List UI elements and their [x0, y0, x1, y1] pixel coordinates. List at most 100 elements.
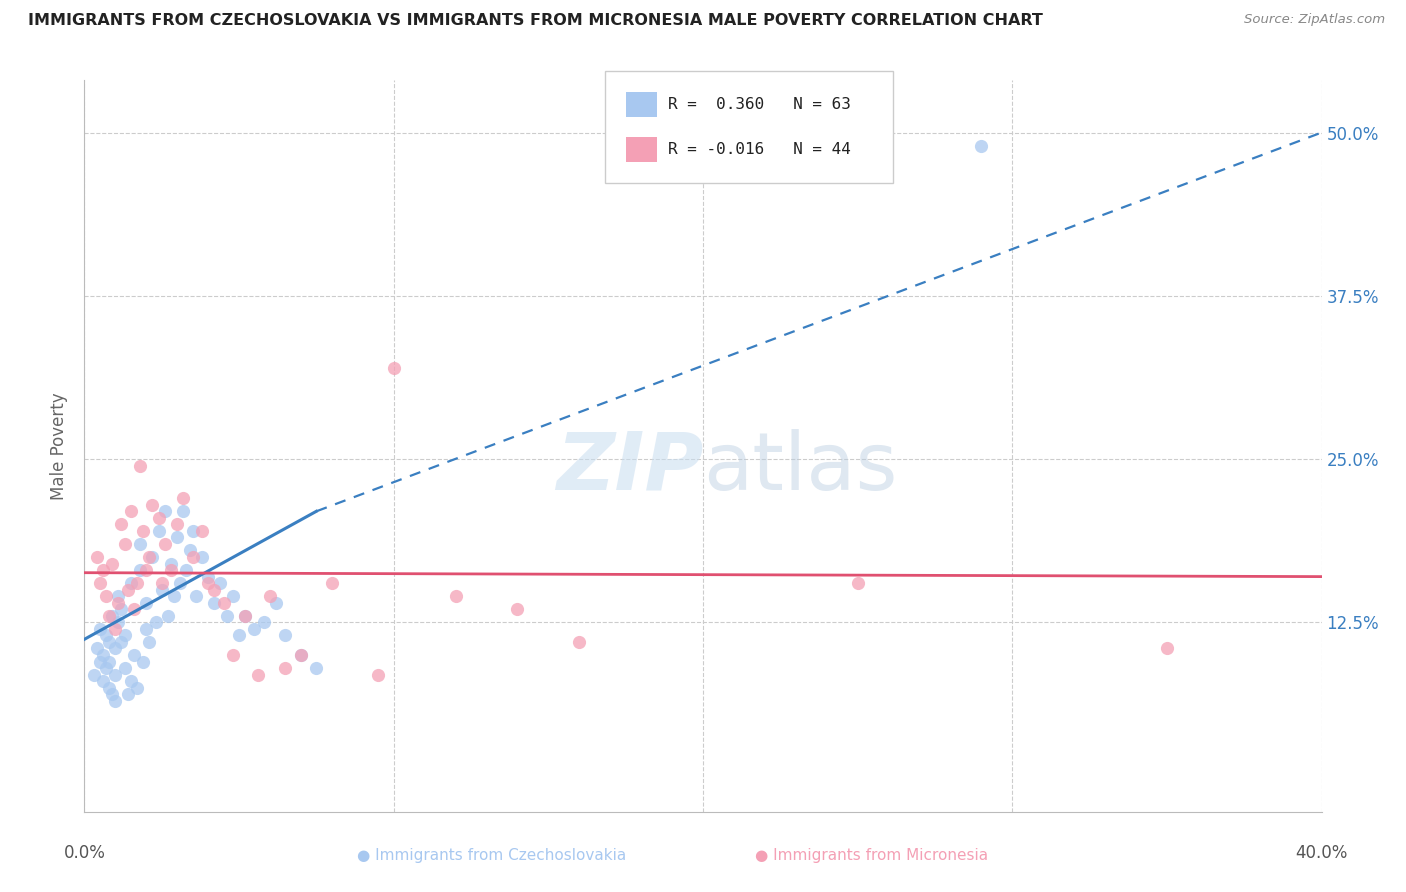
Point — [138, 635, 160, 649]
Text: ZIP: ZIP — [555, 429, 703, 507]
Point — [150, 576, 173, 591]
Point — [191, 549, 214, 564]
Point — [253, 615, 276, 630]
Point — [290, 648, 312, 662]
Point — [101, 687, 124, 701]
Point — [191, 524, 214, 538]
Point — [181, 549, 204, 564]
Point — [135, 596, 157, 610]
Point — [181, 524, 204, 538]
Point — [132, 655, 155, 669]
Point — [98, 655, 121, 669]
Point — [104, 667, 127, 681]
Point — [305, 661, 328, 675]
Point — [110, 602, 132, 616]
Text: 0.0%: 0.0% — [63, 845, 105, 863]
Point — [129, 458, 152, 473]
Point — [104, 641, 127, 656]
Point — [122, 648, 145, 662]
Point — [91, 648, 114, 662]
Point — [209, 576, 232, 591]
Point — [117, 687, 139, 701]
Point — [166, 530, 188, 544]
Point — [176, 563, 198, 577]
Point — [274, 628, 297, 642]
Text: atlas: atlas — [703, 429, 897, 507]
Point — [89, 655, 111, 669]
Point — [228, 628, 250, 642]
Point — [114, 661, 136, 675]
Point — [179, 543, 201, 558]
Point — [120, 504, 142, 518]
Point — [104, 694, 127, 708]
Point — [135, 563, 157, 577]
Point — [160, 557, 183, 571]
Point — [117, 582, 139, 597]
Point — [135, 622, 157, 636]
Point — [243, 622, 266, 636]
Point — [141, 549, 163, 564]
Point — [321, 576, 343, 591]
Point — [83, 667, 105, 681]
Point — [98, 635, 121, 649]
Point — [506, 602, 529, 616]
Point — [568, 635, 591, 649]
Point — [166, 517, 188, 532]
Point — [233, 608, 256, 623]
Point — [120, 674, 142, 689]
Point — [138, 549, 160, 564]
Point — [444, 589, 467, 603]
Point — [129, 563, 152, 577]
Point — [202, 582, 225, 597]
Point — [125, 576, 148, 591]
Point — [122, 602, 145, 616]
Point — [172, 504, 194, 518]
Point — [104, 622, 127, 636]
Text: 40.0%: 40.0% — [1295, 845, 1348, 863]
Point — [367, 667, 389, 681]
Point — [222, 648, 245, 662]
Point — [86, 549, 108, 564]
Y-axis label: Male Poverty: Male Poverty — [51, 392, 69, 500]
Point — [107, 589, 129, 603]
Point — [114, 628, 136, 642]
Point — [156, 608, 179, 623]
Point — [125, 681, 148, 695]
Point — [148, 511, 170, 525]
Point — [290, 648, 312, 662]
Point — [110, 517, 132, 532]
Point — [107, 615, 129, 630]
Text: R = -0.016   N = 44: R = -0.016 N = 44 — [668, 142, 851, 157]
Point — [86, 641, 108, 656]
Point — [246, 667, 269, 681]
Point — [148, 524, 170, 538]
Point — [202, 596, 225, 610]
Point — [153, 504, 176, 518]
Point — [110, 635, 132, 649]
Point — [98, 681, 121, 695]
Text: R =  0.360   N = 63: R = 0.360 N = 63 — [668, 97, 851, 112]
Text: Source: ZipAtlas.com: Source: ZipAtlas.com — [1244, 13, 1385, 27]
Point — [153, 537, 176, 551]
Text: ● Immigrants from Czechoslovakia: ● Immigrants from Czechoslovakia — [357, 848, 627, 863]
Point — [259, 589, 281, 603]
Point — [197, 576, 219, 591]
Point — [101, 608, 124, 623]
Point — [91, 674, 114, 689]
Point — [107, 596, 129, 610]
Point — [160, 563, 183, 577]
Point — [120, 576, 142, 591]
Point — [129, 537, 152, 551]
Text: IMMIGRANTS FROM CZECHOSLOVAKIA VS IMMIGRANTS FROM MICRONESIA MALE POVERTY CORREL: IMMIGRANTS FROM CZECHOSLOVAKIA VS IMMIGR… — [28, 13, 1043, 29]
Point — [89, 622, 111, 636]
Point — [382, 360, 405, 375]
Point — [264, 596, 287, 610]
Point — [197, 569, 219, 583]
Point — [212, 596, 235, 610]
Point — [172, 491, 194, 506]
Point — [101, 557, 124, 571]
Point — [132, 524, 155, 538]
Point — [233, 608, 256, 623]
Point — [94, 589, 117, 603]
Point — [94, 661, 117, 675]
